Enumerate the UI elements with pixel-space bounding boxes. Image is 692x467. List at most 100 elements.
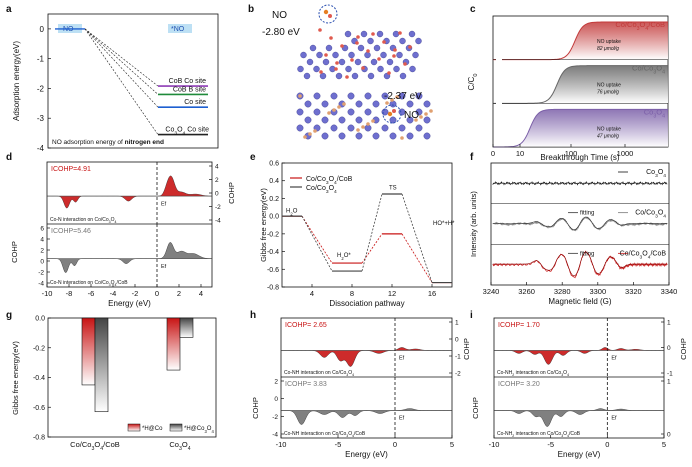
slab-atom-blue [300, 51, 307, 59]
panel-g-category-1-part: 4 [188, 446, 191, 452]
panel-a-ytick-label: -1 [37, 55, 45, 64]
panel-c-series-label-part: O [656, 64, 662, 73]
panel-h-ytick-label: -2 [272, 414, 278, 421]
slab-atom-blue [409, 65, 416, 73]
panel-e-state-label: H2O* [337, 253, 351, 261]
panel-c-uptake-title: NO uptake [597, 39, 621, 45]
panel-c-curve-2 [492, 108, 668, 148]
slab-atom-blue [415, 108, 423, 116]
panel-c-series-label: Co3O4 [644, 107, 665, 119]
panel-a-connector [84, 28, 159, 108]
slab-atom-blue [347, 124, 355, 132]
panel-h-ef-label: Ef [399, 416, 405, 422]
panel-g-bar-1-1 [179, 317, 194, 338]
panel-g-ytick-label: -0.8 [33, 435, 45, 442]
slab-atom-blue [330, 124, 338, 132]
panel-c-uptake-value: 82 μmol/g [597, 46, 619, 52]
slab-atom-red [329, 36, 333, 40]
panel-f-legend-label-2: Co/Co3O4/CoB [620, 250, 667, 259]
slab-atom-orange [361, 125, 365, 129]
panel-g-legend-label-0: *H@Co [142, 426, 163, 432]
panel-i-ylabel-1: COHP [471, 397, 480, 419]
slab-atom-blue [370, 58, 378, 66]
panel-c-axis-break [496, 17, 502, 146]
panel-d-xtick-label: -6 [88, 289, 95, 298]
panel-letter-d: d [6, 152, 12, 163]
slab-atom-red [340, 44, 344, 48]
panel-a-level-label: Co3O4 Co site [165, 127, 209, 137]
panel-e-connector-0 [401, 233, 433, 283]
slab-atom-blue [338, 132, 346, 140]
slab-atom-blue [348, 51, 355, 59]
slab-atom-orange [332, 108, 336, 112]
slab-atom-blue [372, 100, 380, 108]
panel-e-xlabel: Dissociation pathway [329, 299, 404, 308]
panel-h-caption-0-part: 3 [346, 373, 348, 377]
panel-g-category-0-part: O [94, 440, 100, 449]
panel-d-ef-label: Ef [161, 201, 167, 207]
panel-i-xtick-label: -5 [547, 440, 554, 449]
slab-atom-blue [357, 44, 365, 52]
panel-d-xtick-label: 0 [155, 289, 159, 298]
slab-atom-blue [313, 92, 321, 100]
slab-atom-orange [385, 101, 389, 105]
panel-h-caption-0-part: O [348, 370, 352, 376]
panel-i-xlabel: Energy (eV) [558, 450, 601, 459]
panel-h-cohp-area-1 [281, 408, 452, 425]
slab-atom-blue [398, 124, 406, 132]
slab-atom-blue [367, 37, 374, 45]
panel-a-level-label: Co site [184, 99, 206, 106]
panel-h-frame [280, 317, 453, 439]
panel-i-caption-1-part: Co-NH [497, 431, 513, 437]
panel-h-caption-1-part: Co-NH interaction on Co/Co [284, 431, 346, 437]
panel-h-ytick-label: 2 [274, 379, 278, 386]
panel-i-caption-1-part: 3 [561, 434, 563, 438]
panel-e-legend-label-0-part: O [329, 176, 335, 183]
panel-e-legend-label-0-part: /CoB [337, 176, 353, 183]
panel-h-caption-0: Co-NH interaction on Co/Co3O4 [284, 370, 354, 377]
panel-g-ytick-label: 0.0 [35, 316, 45, 323]
panel-c-series-label-part: 4 [645, 26, 648, 32]
panel-e-state-label-part: 2 [290, 211, 293, 216]
slab-atom-red [356, 35, 360, 39]
slab-atom-blue [381, 92, 389, 100]
slab-atom-blue [332, 51, 339, 59]
no-molecule-circle-bottom [382, 104, 402, 124]
no-molecule-circle-top [318, 4, 338, 24]
panel-d-xtick-label: -10 [42, 289, 53, 298]
panel-i-ytick-label: 1 [667, 320, 671, 327]
slab-atom-red [393, 48, 397, 52]
panel-i-caption-1-part: 2 [512, 434, 514, 438]
panel-d-ytick-label: 4 [40, 237, 44, 244]
slab-atom-red [350, 58, 354, 62]
slab-atom-blue [389, 116, 397, 124]
panel-a-level-label: CoB Co site [169, 78, 206, 85]
panel-g-legend-swatch-1 [169, 423, 183, 432]
slab-atom-orange [356, 128, 360, 132]
panel-e-state-label: H2O [286, 209, 298, 217]
panel-d-ytick-label: -4 [215, 218, 221, 225]
panel-h-xlabel: Energy (eV) [345, 450, 388, 459]
slab-atom-orange [390, 98, 394, 102]
panel-i-cohp-area-0 [494, 347, 664, 365]
panel-i-frame [493, 317, 665, 439]
panel-a-level-label-part: Co site [185, 127, 209, 134]
panel-b-no-bottom: NO [404, 110, 419, 121]
panel-a-ytick-label: 0 [40, 25, 45, 34]
panel-a-ytick-label: -4 [37, 144, 45, 153]
panel-f-spectrum-0 [492, 181, 668, 186]
panel-i-caption-0-part: interaction on Co/Co [514, 370, 561, 376]
panel-d-xtick-label: 2 [177, 289, 181, 298]
panel-letter-f: f [470, 152, 474, 163]
panel-e-legend-label-1-part: Co/Co [306, 185, 326, 192]
panel-f-legend-label-1: Co/Co3O4 [635, 210, 666, 220]
slab-atom-blue [351, 72, 359, 80]
no-molecule-atom [392, 109, 396, 113]
panel-f-legend-label-1-part: O [658, 210, 664, 217]
panel-d-icohp-1: ICOHP=5.46 [51, 228, 91, 235]
slab-atom-blue [406, 132, 414, 140]
panel-letter-g: g [6, 310, 12, 321]
panel-i-xtick-label: -10 [489, 440, 500, 449]
panel-d-frame [46, 161, 213, 288]
